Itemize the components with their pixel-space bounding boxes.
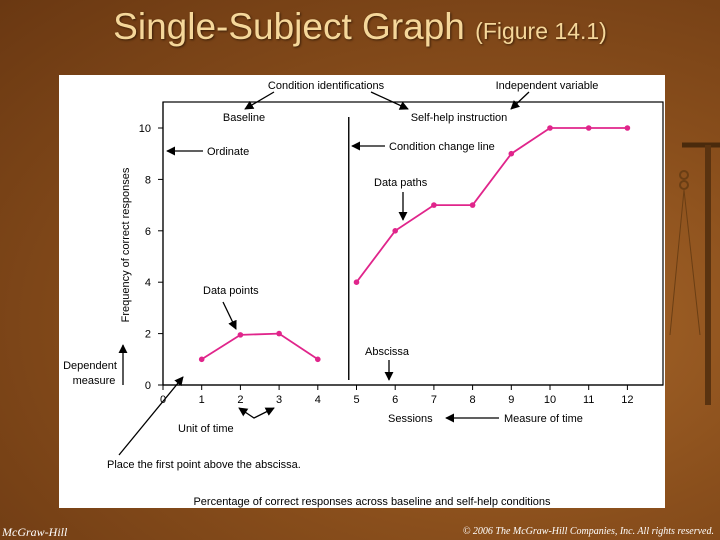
data-point	[431, 202, 437, 208]
annotation-unit-of-time: Unit of time	[178, 423, 234, 435]
figure-caption: Percentage of correct responses across b…	[193, 496, 551, 508]
scales-of-justice-icon	[669, 142, 720, 405]
data-point	[353, 279, 360, 285]
x-tick-label: 12	[621, 394, 633, 406]
annotation-first-point-note: Place the first point above the abscissa…	[107, 459, 301, 471]
annotation-dependent-measure-line1: Dependent	[63, 360, 117, 372]
footer-publisher: McGraw-Hill	[2, 525, 68, 539]
x-tick-label: 2	[237, 394, 243, 406]
x-tick-label: 0	[160, 394, 166, 406]
x-tick-label: 5	[353, 394, 359, 406]
annotation-condition-change-line: Condition change line	[389, 141, 495, 153]
annotation-independent-variable: Independent variable	[496, 80, 599, 92]
series-line-0	[201, 332, 319, 361]
arrow-to-baseline	[244, 91, 275, 110]
data-point	[469, 202, 476, 208]
condition-label-baseline: Baseline	[223, 112, 265, 124]
y-axis-label: Frequency of correct responses	[120, 167, 132, 322]
annotation-abscissa: Abscissa	[365, 346, 410, 358]
y-tick-label: 4	[145, 277, 151, 289]
annotation-dependent-measure-line2: measure	[73, 375, 116, 387]
data-point	[276, 330, 282, 337]
arrow-to-data-points	[222, 301, 237, 330]
x-tick-label: 11	[583, 394, 594, 406]
x-tick-label: 1	[199, 394, 205, 406]
x-tick-label: 3	[276, 394, 282, 406]
footer-copyright: © 2006 The McGraw-Hill Companies, Inc. A…	[462, 526, 714, 537]
y-tick-label: 10	[139, 123, 151, 135]
data-point	[392, 228, 399, 234]
data-point	[624, 125, 631, 131]
data-point	[547, 125, 553, 131]
x-tick-label: 6	[392, 394, 398, 406]
figure-panel: 0 1 2 3 4 5 6 7 8 9 10 11 12 0 2 4 6 8 10 Baseline Self-he…	[59, 75, 665, 508]
series-line-1	[355, 127, 628, 283]
annotation-measure-of-time: Measure of time	[504, 413, 583, 425]
arrow-to-independent-variable	[510, 91, 530, 110]
data-point	[508, 150, 515, 157]
y-tick-label: 0	[145, 380, 151, 392]
arrow-first-point	[118, 376, 184, 456]
arrows-unit-of-time	[238, 407, 275, 419]
x-tick-label: 8	[470, 394, 476, 406]
y-tick-label: 2	[145, 329, 151, 341]
x-tick-label: 4	[315, 394, 321, 406]
slide-title-main: Single-Subject Graph	[113, 6, 465, 47]
annotation-data-paths: Data paths	[374, 177, 428, 189]
y-tick-label: 8	[145, 174, 151, 186]
annotation-data-points: Data points	[203, 285, 259, 297]
data-point	[585, 125, 592, 131]
arrow-to-self-help	[370, 91, 409, 110]
y-tick-label: 6	[145, 226, 151, 238]
data-point	[237, 332, 244, 338]
x-tick-label: 7	[431, 394, 437, 406]
slide-title: Single-Subject Graph (Figure 14.1)	[0, 6, 720, 48]
data-point	[198, 356, 205, 363]
condition-label-self-help: Self-help instruction	[411, 112, 508, 124]
annotation-condition-identifications: Condition identifications	[268, 80, 385, 92]
annotation-ordinate: Ordinate	[207, 146, 249, 158]
slide-title-figure: (Figure 14.1)	[475, 18, 607, 44]
data-point	[315, 356, 321, 363]
x-tick-label: 9	[508, 394, 514, 406]
x-axis-label: Sessions	[388, 413, 433, 425]
x-tick-label: 10	[544, 394, 556, 406]
